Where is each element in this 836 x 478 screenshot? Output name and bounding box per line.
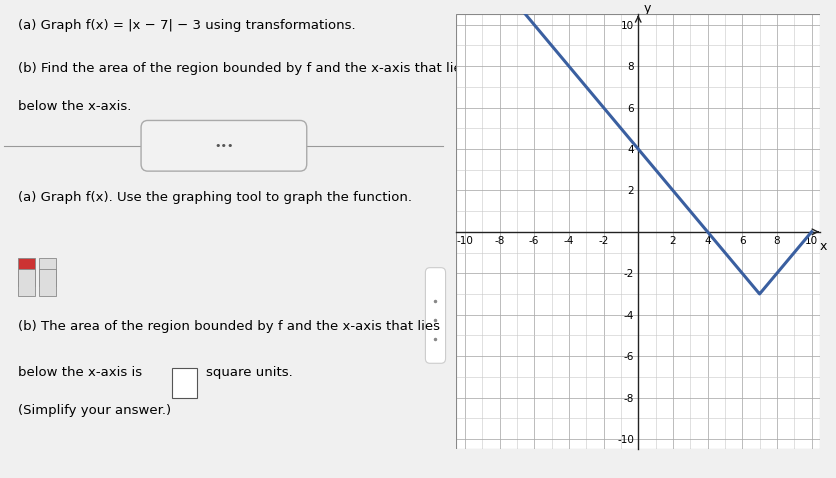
Text: below the x-axis.: below the x-axis. (18, 100, 131, 113)
Text: square units.: square units. (206, 366, 293, 379)
FancyBboxPatch shape (18, 258, 35, 286)
Text: y: y (643, 1, 650, 15)
FancyBboxPatch shape (18, 269, 35, 296)
Text: •••: ••• (214, 141, 233, 151)
Text: (b) The area of the region bounded by f and the x-axis that lies: (b) The area of the region bounded by f … (18, 320, 440, 333)
Text: x: x (819, 240, 827, 253)
Text: (a) Graph f(x) = |x − 7| − 3 using transformations.: (a) Graph f(x) = |x − 7| − 3 using trans… (18, 19, 355, 32)
FancyBboxPatch shape (38, 269, 56, 296)
Text: below the x-axis is: below the x-axis is (18, 366, 142, 379)
FancyBboxPatch shape (141, 120, 306, 171)
Text: (b) Find the area of the region bounded by f and the x-axis that lies: (b) Find the area of the region bounded … (18, 62, 468, 75)
FancyBboxPatch shape (38, 258, 56, 286)
Text: (a) Graph f(x). Use the graphing tool to graph the function.: (a) Graph f(x). Use the graphing tool to… (18, 191, 411, 204)
Text: (Simplify your answer.): (Simplify your answer.) (18, 404, 171, 417)
FancyBboxPatch shape (425, 268, 445, 363)
FancyBboxPatch shape (172, 368, 196, 398)
